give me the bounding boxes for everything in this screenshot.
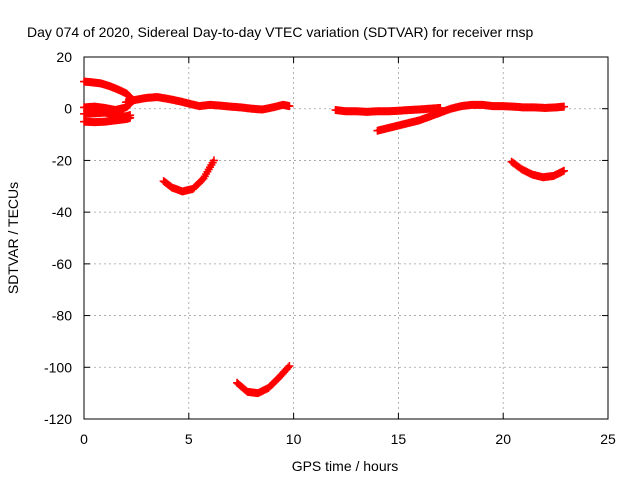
- x-axis-label: GPS time / hours: [292, 458, 399, 474]
- series-arc-2: [80, 99, 135, 115]
- y-tick-label: -60: [52, 256, 72, 272]
- y-tick-label: -100: [44, 359, 72, 375]
- y-tick-label: 20: [56, 49, 72, 65]
- data-point: [284, 363, 293, 372]
- y-tick-label: -120: [44, 411, 72, 427]
- series-arc-5: [121, 93, 294, 114]
- series-arc-1: [80, 77, 135, 102]
- series-arc-6: [159, 156, 218, 196]
- x-tick-label: 5: [185, 431, 193, 447]
- data-point: [209, 156, 218, 165]
- data-point: [126, 113, 135, 122]
- x-tick-label: 0: [80, 431, 88, 447]
- data-point: [559, 166, 568, 175]
- y-tick-label: -80: [52, 308, 72, 324]
- y-axis-label: SDTVAR / TECUs: [5, 182, 21, 294]
- series-arc-4: [80, 113, 135, 127]
- plot-frame: [83, 56, 609, 420]
- y-tick-label: 0: [64, 101, 72, 117]
- chart-title: Day 074 of 2020, Sidereal Day-to-day VTE…: [27, 24, 533, 40]
- data-point: [285, 361, 294, 370]
- x-tick-label: 20: [495, 431, 511, 447]
- x-tick-label: 15: [391, 431, 407, 447]
- x-tick-label: 25: [600, 431, 616, 447]
- data-marks: [80, 77, 568, 398]
- y-tick-label: -40: [52, 204, 72, 220]
- series-arc-7: [233, 361, 294, 398]
- y-tick-label: -20: [52, 152, 72, 168]
- data-point: [559, 102, 568, 111]
- data-point: [285, 102, 294, 111]
- axes: 0 5 10 15 20 25 20 0 -20 -40 -60 -80 -100 -120: [44, 49, 616, 447]
- series-arc-9: [373, 100, 568, 135]
- series-arc-10: [507, 157, 568, 182]
- x-tick-label: 10: [286, 431, 302, 447]
